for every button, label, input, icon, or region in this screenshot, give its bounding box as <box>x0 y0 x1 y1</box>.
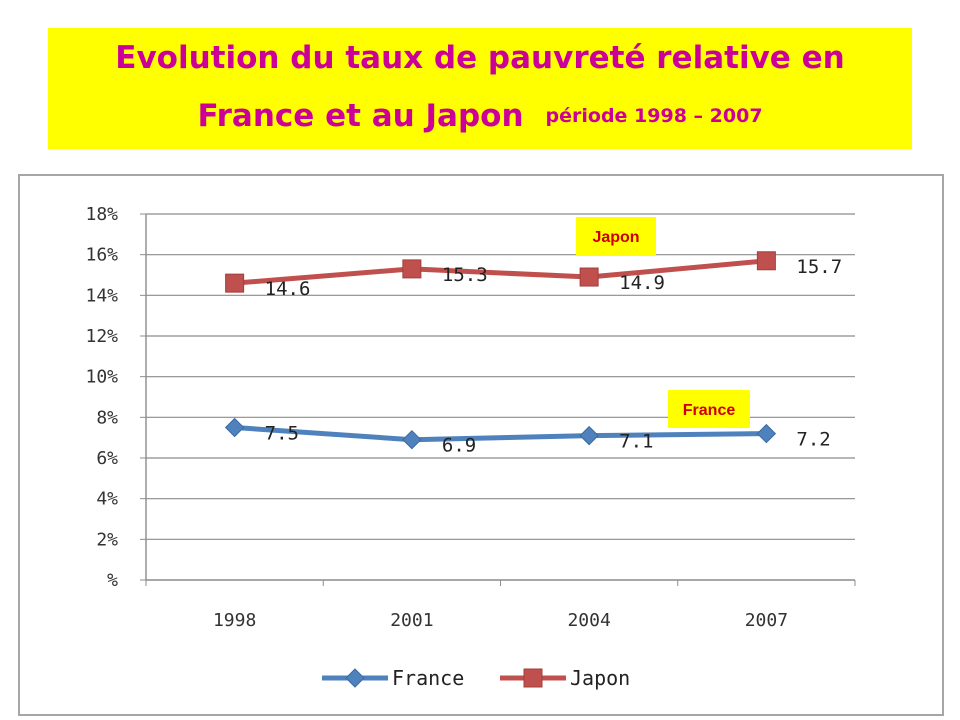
y-tick-label: 6% <box>96 448 118 469</box>
data-point-france <box>579 425 599 446</box>
x-tick-label: 2001 <box>390 610 433 631</box>
data-point-japon <box>579 267 599 287</box>
annotation-tag-france <box>668 390 750 428</box>
annotation-label-japon: Japon <box>592 229 639 246</box>
data-point-japon <box>225 273 245 293</box>
legend-marker-france <box>345 668 365 688</box>
y-tick-label: 10% <box>85 367 118 388</box>
x-tick-label: 2007 <box>745 610 788 631</box>
data-point-france <box>224 417 245 438</box>
y-tick-label: 14% <box>85 285 118 306</box>
data-point-japon <box>756 251 776 271</box>
series-line-japon <box>234 258 767 286</box>
data-point-japon <box>402 259 422 279</box>
data-point-france <box>402 429 422 450</box>
data-label-japon: 14.6 <box>265 278 311 300</box>
data-label-france: 7.2 <box>796 429 830 451</box>
legend-label-japon: Japon <box>570 666 630 690</box>
legend-label-france: France <box>392 666 464 690</box>
y-tick-label: 4% <box>96 489 118 510</box>
chart-frame <box>18 174 944 716</box>
legend-marker-japon <box>523 668 543 688</box>
x-tick-label: 1998 <box>213 610 256 631</box>
title-banner: Evolution du taux de pauvreté relative e… <box>48 28 912 149</box>
chart-title-countries: France et au Japon <box>197 98 524 134</box>
y-tick-label: 8% <box>96 407 118 428</box>
y-tick-label: 2% <box>96 529 118 550</box>
data-point-france <box>756 423 777 444</box>
annotation-tag-japon <box>576 217 656 255</box>
y-tick-label: 16% <box>85 245 118 266</box>
y-tick-label: 18% <box>85 204 118 225</box>
y-tick-label: 12% <box>85 326 118 347</box>
data-label-japon: 15.7 <box>796 256 842 278</box>
data-label-france: 6.9 <box>442 435 476 457</box>
data-label-japon: 14.9 <box>619 272 665 294</box>
chart-title-line2: France et au Japon période 1998 – 2007 <box>48 98 912 134</box>
y-tick-label: % <box>107 570 118 591</box>
series-line-france <box>234 425 767 443</box>
data-label-japon: 15.3 <box>442 264 488 286</box>
data-label-france: 7.1 <box>619 431 653 453</box>
chart-title-line1: Evolution du taux de pauvreté relative e… <box>115 40 845 76</box>
data-label-france: 7.5 <box>265 423 299 445</box>
chart-period: période 1998 – 2007 <box>545 105 763 127</box>
annotation-label-france: France <box>683 402 736 419</box>
x-tick-label: 2004 <box>567 610 610 631</box>
